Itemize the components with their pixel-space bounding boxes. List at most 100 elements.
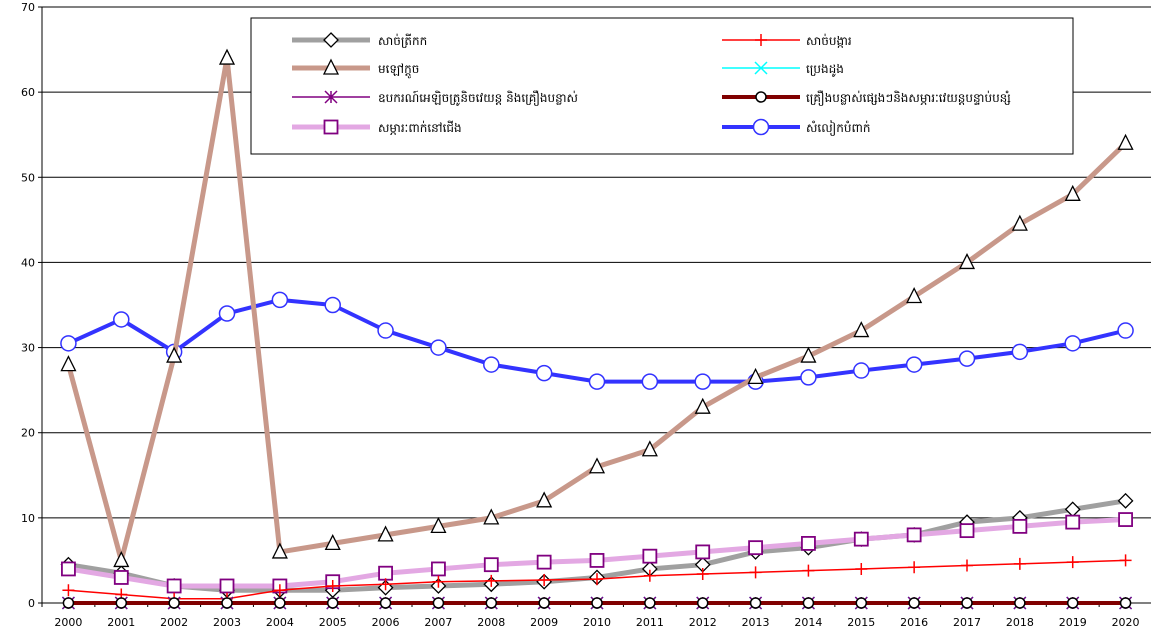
data-point-plus xyxy=(485,574,498,587)
x-tick-label: 2016 xyxy=(900,616,928,629)
data-point-circle xyxy=(591,597,603,609)
data-point-circle xyxy=(1011,343,1029,361)
legend-item: គ្រឿងបន្លាស់ផ្សេងៗនិងសម្ភារៈវេយន្តបន្ទាប… xyxy=(722,90,1011,106)
data-point-circle xyxy=(538,597,550,609)
data-point-triangle xyxy=(113,550,130,568)
x-tick-label: 2000 xyxy=(54,616,82,629)
data-point-square xyxy=(323,119,339,135)
data-point-circle xyxy=(855,597,868,609)
data-point-circle xyxy=(694,373,711,390)
data-point-triangle xyxy=(958,252,976,270)
y-axis-ticks: 0 10 20 30 40 50 60 70 xyxy=(21,1,42,610)
x-tick-label: 2020 xyxy=(1112,616,1140,629)
data-point-circle xyxy=(802,597,815,609)
data-point-plus xyxy=(379,578,392,591)
x-tick-label: 2012 xyxy=(689,616,717,629)
data-point-square xyxy=(1065,514,1081,530)
data-point-plus xyxy=(961,559,973,572)
data-point-triangle xyxy=(641,440,658,457)
legend-label: ឧបករណ៍អេឡិចត្រូនិចវេយន្ត និងគ្រឿងបន្លាស់ xyxy=(378,90,578,106)
data-point-circle xyxy=(62,597,75,609)
x-tick-label: 2010 xyxy=(583,616,611,629)
data-point-circle xyxy=(1064,335,1081,352)
data-point-plus xyxy=(62,584,75,597)
x-tick-label: 2018 xyxy=(1006,616,1034,629)
data-point-circle xyxy=(535,364,553,382)
data-point-circle xyxy=(168,597,180,609)
legend-item: សម្ភារៈពាក់នៅជើង xyxy=(292,119,462,135)
legend-item: សាច់ត្រីកក xyxy=(292,32,427,48)
data-point-triangle xyxy=(430,516,447,534)
data-point-circle xyxy=(115,597,128,609)
legend-label: សាច់ត្រីកក xyxy=(378,33,427,48)
x-tick-label: 2019 xyxy=(1059,616,1087,629)
data-point-circle xyxy=(1014,597,1026,609)
data-point-circle xyxy=(485,597,498,609)
y-tick-label: 10 xyxy=(21,512,35,525)
data-point-square xyxy=(61,561,76,577)
data-point-circle xyxy=(430,339,447,356)
data-point-circle xyxy=(958,350,976,367)
data-point-circle xyxy=(752,118,770,136)
data-point-triangle xyxy=(483,508,500,525)
data-point-circle xyxy=(853,362,870,379)
y-tick-label: 50 xyxy=(21,171,35,184)
x-tick-label: 2003 xyxy=(213,616,241,629)
data-point-plus xyxy=(696,568,709,581)
data-point-triangle xyxy=(377,525,394,542)
data-point-square xyxy=(483,557,499,573)
legend-item: សំលៀកបំពាក់ xyxy=(722,118,871,136)
data-point-diamond xyxy=(323,32,339,48)
legend-item: មឡៅក្តូច xyxy=(292,58,419,79)
data-point-square xyxy=(853,531,869,547)
data-point-plus xyxy=(326,579,339,592)
data-point-triangle xyxy=(694,397,711,414)
data-point-circle xyxy=(905,356,923,373)
data-point-circle xyxy=(218,305,236,322)
x-tick-label: 2009 xyxy=(530,616,558,629)
data-point-square xyxy=(166,578,182,594)
x-tick-label: 2005 xyxy=(319,616,347,629)
data-point-circle xyxy=(271,291,289,309)
data-point-circle xyxy=(60,335,77,352)
x-tick-label: 2017 xyxy=(953,616,981,629)
data-point-square xyxy=(959,523,975,539)
data-point-circle xyxy=(113,311,130,328)
data-point-x xyxy=(754,61,768,75)
data-point-circle xyxy=(432,597,445,609)
data-point-triangle xyxy=(1117,133,1134,150)
data-point-triangle xyxy=(218,48,236,65)
data-point-plus xyxy=(749,566,762,579)
legend-item: ប្រេងដូង xyxy=(722,61,844,77)
legend-label: សំលៀកបំពាក់ xyxy=(806,120,871,136)
data-point-plus xyxy=(591,573,603,586)
data-point-square xyxy=(536,554,552,570)
data-point-circle xyxy=(908,597,920,609)
data-point-plus xyxy=(908,561,921,574)
legend-label: គ្រឿងបន្លាស់ផ្សេងៗនិងសម្ភារៈវេយន្តបន្ទាប… xyxy=(806,90,1011,106)
y-tick-label: 60 xyxy=(21,86,35,99)
series-2 xyxy=(60,48,1134,568)
data-point-circle xyxy=(749,597,762,609)
data-point-triangle xyxy=(800,346,817,363)
x-tick-label: 2002 xyxy=(160,616,188,629)
x-tick-label: 2015 xyxy=(847,616,875,629)
x-tick-label: 2004 xyxy=(266,616,294,629)
data-point-triangle xyxy=(747,367,764,385)
y-tick-label: 20 xyxy=(21,427,35,440)
x-axis-ticks: 2000 2001 2002 2003 2004 2005 2006 2007 2008 2009… xyxy=(41,603,1140,629)
data-point-triangle xyxy=(1011,214,1028,231)
data-point-triangle xyxy=(588,457,606,474)
series-group xyxy=(60,48,1134,610)
data-point-circle xyxy=(800,369,817,386)
series-6 xyxy=(61,512,1133,594)
x-tick-label: 2007 xyxy=(424,616,452,629)
data-point-plus xyxy=(1013,557,1026,570)
data-point-square xyxy=(378,565,393,581)
data-point-asterisk xyxy=(324,90,338,104)
data-point-plus xyxy=(643,569,656,582)
data-point-circle xyxy=(274,597,286,609)
x-tick-label: 2013 xyxy=(742,616,770,629)
legend-box xyxy=(250,17,1074,155)
data-point-diamond xyxy=(1117,492,1134,509)
